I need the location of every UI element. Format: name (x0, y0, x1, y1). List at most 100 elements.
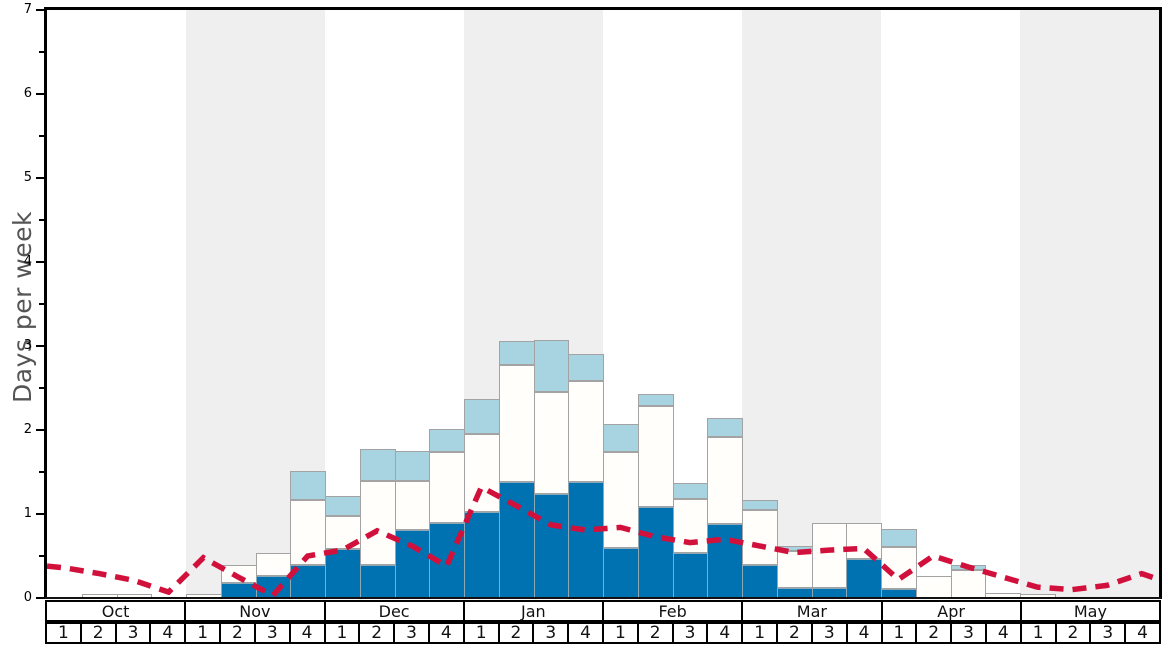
y-tick-label-3: 3 (23, 338, 32, 353)
light-blue-segment (568, 353, 604, 382)
week-cell-nov-4: 4 (288, 622, 326, 644)
y-minor-tick-2.5 (39, 387, 44, 389)
bar-may-w3 (1090, 11, 1126, 599)
week-cell-dec-1: 1 (323, 622, 361, 644)
bar-nov-w3 (255, 11, 292, 599)
x-axis-baseline (45, 597, 1161, 599)
bar-nov-w2 (220, 11, 257, 599)
bar-mar-w3 (811, 11, 848, 599)
light-blue-segment (533, 340, 570, 393)
bar-may-w2 (1055, 11, 1091, 599)
week-cell-nov-2: 2 (219, 622, 256, 644)
month-cell-mar: Mar (741, 600, 883, 622)
white-segment (603, 452, 639, 548)
light-blue-segment (429, 428, 465, 453)
week-cell-feb-4: 4 (706, 622, 744, 644)
white-segment (290, 499, 326, 565)
light-blue-segment (359, 448, 396, 482)
y-minor-tick-4.5 (39, 219, 44, 221)
y-tick-label-0: 0 (23, 590, 32, 605)
month-cell-oct: Oct (45, 600, 187, 622)
week-cell-jan-4: 4 (567, 622, 604, 644)
dark-blue-segment (290, 564, 326, 599)
bar-nov-w4 (290, 11, 326, 599)
dark-blue-segment (394, 530, 431, 599)
bar-apr-w2 (915, 11, 952, 599)
white-segment (742, 509, 778, 566)
light-blue-segment (637, 394, 674, 406)
bar-dec-w3 (394, 11, 431, 599)
light-blue-segment (672, 483, 709, 500)
plot-area (44, 7, 1162, 599)
week-cell-nov-1: 1 (184, 622, 222, 644)
week-cell-nov-3: 3 (253, 622, 291, 644)
week-cell-oct-3: 3 (114, 622, 152, 644)
month-cell-apr: Apr (880, 600, 1022, 622)
y-major-tick-5 (36, 177, 44, 179)
light-blue-segment (603, 424, 639, 453)
y-minor-tick-5.5 (39, 135, 44, 137)
bar-mar-w1 (742, 11, 778, 599)
dark-blue-segment (603, 547, 639, 599)
bar-oct-w3 (116, 11, 153, 599)
y-major-tick-4 (36, 261, 44, 263)
week-cell-mar-2: 2 (776, 622, 813, 644)
light-blue-segment (464, 399, 500, 435)
month-cell-may: May (1019, 600, 1161, 622)
y-major-tick-1 (36, 513, 44, 515)
white-segment (950, 570, 987, 599)
month-cell-nov: Nov (184, 600, 326, 622)
white-segment (498, 364, 535, 483)
dark-blue-segment (498, 482, 535, 599)
bar-feb-w2 (637, 11, 674, 599)
bar-apr-w4 (985, 11, 1021, 599)
week-cell-oct-2: 2 (79, 622, 117, 644)
bar-jan-w3 (533, 11, 570, 599)
bar-oct-w1 (47, 11, 83, 599)
white-segment (359, 481, 396, 565)
y-tick-label-1: 1 (23, 506, 32, 521)
month-label-row: Oct Nov Dec Jan Feb Mar Apr May (45, 600, 1161, 622)
light-blue-segment (742, 499, 778, 510)
white-segment (568, 381, 604, 483)
white-segment (881, 546, 917, 589)
y-minor-tick-1.5 (39, 471, 44, 473)
week-cell-may-1: 1 (1019, 622, 1057, 644)
dark-blue-segment (325, 549, 361, 599)
week-cell-mar-3: 3 (810, 622, 848, 644)
week-cell-dec-4: 4 (427, 622, 465, 644)
month-cell-jan: Jan (462, 600, 604, 622)
week-cell-may-2: 2 (1054, 622, 1092, 644)
dark-blue-segment (742, 565, 778, 599)
bar-may-w4 (1124, 11, 1160, 599)
white-segment (707, 436, 743, 525)
light-blue-segment (290, 470, 326, 500)
light-blue-segment (394, 451, 431, 482)
dark-blue-segment (568, 482, 604, 599)
bar-jan-w1 (464, 11, 500, 599)
week-cell-apr-1: 1 (880, 622, 918, 644)
bar-may-w1 (1020, 11, 1056, 599)
week-cell-mar-4: 4 (845, 622, 883, 644)
white-segment (846, 523, 882, 559)
week-cell-apr-4: 4 (984, 622, 1022, 644)
week-cell-dec-2: 2 (358, 622, 396, 644)
bar-feb-w1 (603, 11, 639, 599)
y-tick-label-7: 7 (23, 2, 32, 17)
y-major-tick-2 (36, 429, 44, 431)
light-blue-segment (498, 341, 535, 365)
week-cell-dec-3: 3 (393, 622, 430, 644)
dark-blue-segment (672, 552, 709, 599)
white-segment (255, 552, 292, 577)
dark-blue-segment (429, 523, 465, 599)
light-blue-segment (325, 495, 361, 516)
dark-blue-segment (464, 511, 500, 599)
week-cell-jan-1: 1 (462, 622, 500, 644)
week-cell-feb-1: 1 (602, 622, 639, 644)
bar-jan-w4 (568, 11, 604, 599)
week-cell-oct-4: 4 (149, 622, 187, 644)
bar-feb-w4 (707, 11, 743, 599)
y-minor-tick-3.5 (39, 303, 44, 305)
white-segment (915, 576, 952, 599)
